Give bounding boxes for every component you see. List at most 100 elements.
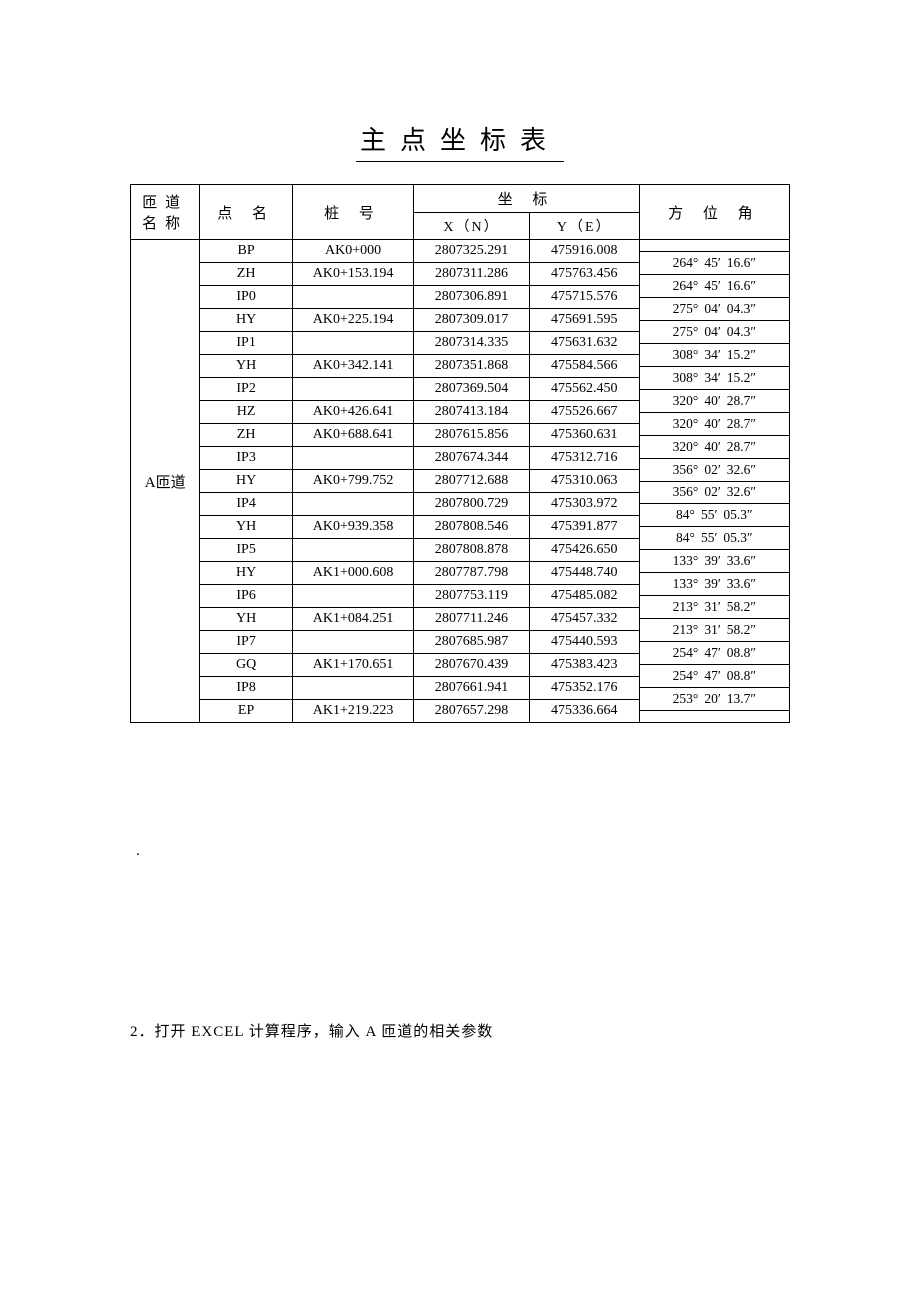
th-point: 点 名 [200, 185, 292, 240]
az-deg: 264° [673, 278, 699, 294]
az-min: 34′ [704, 347, 720, 363]
az-min: 55′ [701, 530, 717, 546]
az-min: 47′ [704, 645, 720, 661]
coord-table: 匝道名称 点 名 桩 号 坐 标 方 位 角 X（N） Y（E） A匝道BPAK… [130, 184, 790, 723]
th-coord: 坐 标 [414, 185, 639, 213]
x-cell: 2807685.987 [414, 631, 530, 654]
y-cell: 475691.595 [529, 309, 639, 332]
x-cell: 2807808.878 [414, 539, 530, 562]
point-cell: IP3 [200, 447, 292, 470]
table-row: A匝道BPAK0+0002807325.291475916.008264°45′… [131, 240, 790, 263]
point-cell: IP8 [200, 677, 292, 700]
az-sec: 08.8″ [727, 645, 756, 661]
x-cell: 2807351.868 [414, 355, 530, 378]
stake-cell: AK1+170.651 [292, 654, 413, 677]
x-cell: 2807369.504 [414, 378, 530, 401]
az-deg: 254° [673, 668, 699, 684]
azimuth-row: 308°34′15.2″ [640, 343, 789, 366]
azimuth-row: 320°40′28.7″ [640, 412, 789, 435]
azimuth-row: 213°31′58.2″ [640, 618, 789, 641]
stake-cell: AK0+799.752 [292, 470, 413, 493]
az-sec: 32.6″ [727, 484, 756, 500]
az-min: 45′ [704, 255, 720, 271]
x-cell: 2807657.298 [414, 700, 530, 723]
az-sec: 15.2″ [727, 370, 756, 386]
azimuth-row: 84°55′05.3″ [640, 526, 789, 549]
point-cell: ZH [200, 263, 292, 286]
azimuth-row: 308°34′15.2″ [640, 366, 789, 389]
stake-cell [292, 447, 413, 470]
stake-cell: AK0+939.358 [292, 516, 413, 539]
y-cell: 475526.667 [529, 401, 639, 424]
point-cell: YH [200, 516, 292, 539]
azimuth-row: 320°40′28.7″ [640, 389, 789, 412]
point-cell: IP7 [200, 631, 292, 654]
table-body: A匝道BPAK0+0002807325.291475916.008264°45′… [131, 240, 790, 723]
az-min: 39′ [704, 553, 720, 569]
point-cell: GQ [200, 654, 292, 677]
az-deg: 254° [673, 645, 699, 661]
azimuth-row: 254° 47′ 08.8″ [640, 641, 789, 664]
point-cell: ZH [200, 424, 292, 447]
x-cell: 2807670.439 [414, 654, 530, 677]
stray-dot: . [136, 843, 790, 860]
stake-cell [292, 585, 413, 608]
th-ramp: 匝道名称 [131, 185, 200, 240]
az-sec: 16.6″ [727, 278, 756, 294]
az-min: 45′ [704, 278, 720, 294]
azimuth-row: 275°04′04.3″ [640, 297, 789, 320]
point-cell: IP5 [200, 539, 292, 562]
point-cell: IP1 [200, 332, 292, 355]
header-row-1: 匝道名称 点 名 桩 号 坐 标 方 位 角 [131, 185, 790, 213]
stake-cell [292, 539, 413, 562]
x-cell: 2807753.119 [414, 585, 530, 608]
point-cell: YH [200, 608, 292, 631]
az-min: 04′ [704, 324, 720, 340]
az-min: 04′ [704, 301, 720, 317]
az-deg: 264° [673, 255, 699, 271]
y-cell: 475485.082 [529, 585, 639, 608]
point-cell: IP2 [200, 378, 292, 401]
az-deg: 213° [673, 622, 699, 638]
point-cell: IP6 [200, 585, 292, 608]
az-min: 40′ [704, 416, 720, 432]
x-cell: 2807711.246 [414, 608, 530, 631]
az-deg: 84° [676, 507, 695, 523]
stake-cell [292, 677, 413, 700]
az-sec: 32.6″ [727, 462, 756, 478]
az-min: 55′ [701, 507, 717, 523]
az-deg: 213° [673, 599, 699, 615]
az-min: 40′ [704, 393, 720, 409]
stake-cell: AK0+225.194 [292, 309, 413, 332]
az-sec: 04.3″ [727, 324, 756, 340]
az-sec: 28.7″ [727, 416, 756, 432]
x-cell: 2807306.891 [414, 286, 530, 309]
stake-cell: AK0+153.194 [292, 263, 413, 286]
azimuth-row: 264° 45′ 16.6″ [640, 274, 789, 297]
x-cell: 2807325.291 [414, 240, 530, 263]
point-cell: HY [200, 309, 292, 332]
az-deg: 356° [673, 462, 699, 478]
azimuth-row: 133°39′33.6″ [640, 549, 789, 572]
az-deg: 133° [673, 576, 699, 592]
point-cell: HY [200, 470, 292, 493]
az-deg: 253° [673, 691, 699, 707]
point-cell: HY [200, 562, 292, 585]
stake-cell: AK1+084.251 [292, 608, 413, 631]
az-sec: 28.7″ [727, 439, 756, 455]
az-sec: 05.3″ [723, 530, 752, 546]
az-sec: 58.2″ [727, 599, 756, 615]
az-min: 31′ [704, 599, 720, 615]
y-cell: 475562.450 [529, 378, 639, 401]
az-sec: 28.7″ [727, 393, 756, 409]
x-cell: 2807712.688 [414, 470, 530, 493]
x-cell: 2807314.335 [414, 332, 530, 355]
az-deg: 133° [673, 553, 699, 569]
y-cell: 475916.008 [529, 240, 639, 263]
paragraph-step2: 2．打开 EXCEL 计算程序，输入 A 匝道的相关参数 [130, 1020, 790, 1041]
az-deg: 275° [673, 324, 699, 340]
y-cell: 475360.631 [529, 424, 639, 447]
point-cell: BP [200, 240, 292, 263]
th-stake: 桩 号 [292, 185, 413, 240]
azimuth-column: 264°45′16.6″264°45′16.6″275°04′04.3″275°… [639, 240, 789, 723]
